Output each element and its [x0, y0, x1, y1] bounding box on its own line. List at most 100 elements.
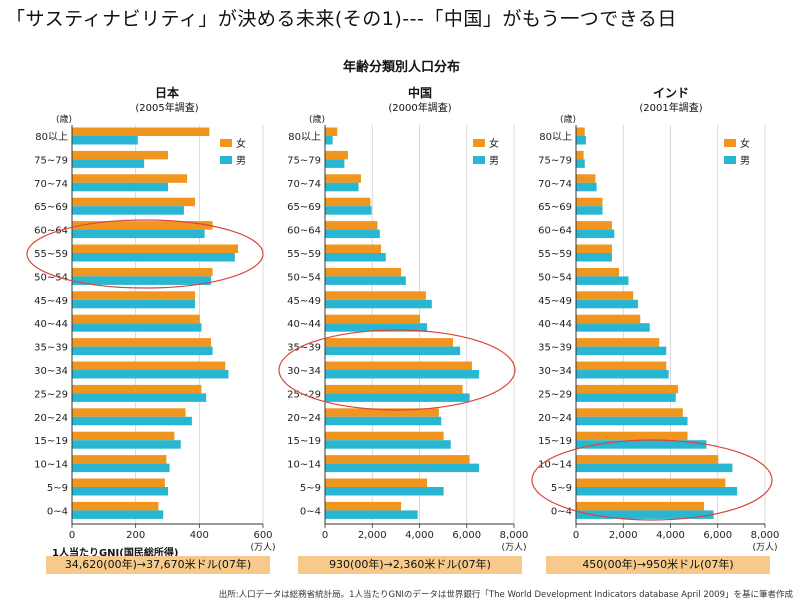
china-bar-male	[325, 206, 372, 215]
japan-bar-female	[72, 478, 165, 487]
china-bar-male	[325, 323, 428, 332]
india-bar-female	[576, 478, 726, 487]
india-category-label: 25~29	[538, 389, 572, 400]
japan-bar-female	[72, 174, 188, 183]
india-tick-label: 6,000	[703, 530, 732, 541]
india-bar-male	[576, 229, 615, 239]
china-bar-female	[325, 150, 348, 160]
india-bar-female	[576, 127, 585, 136]
india-bar-female	[576, 291, 634, 300]
china-subtitle: (2000年調査)	[388, 103, 452, 114]
japan-category-label: 45~49	[34, 296, 68, 307]
india-bar-male	[576, 393, 676, 402]
india-tick-label: 0	[573, 530, 579, 541]
japan-legend-male-swatch	[220, 156, 232, 164]
chart-main-title: 年齢分類別人口分布	[342, 60, 460, 75]
india-bar-female	[576, 197, 603, 207]
india-category-label: 50~54	[538, 272, 572, 283]
india-category-label: 30~34	[538, 366, 572, 377]
india-bar-male	[576, 276, 629, 285]
japan-subtitle: (2005年調査)	[135, 103, 199, 114]
china-category-label: 5~9	[300, 483, 321, 494]
india-bar-male	[576, 323, 650, 332]
china-legend-female-label: 女	[489, 137, 499, 150]
india-tick-label: 4,000	[656, 530, 685, 541]
china-category-label: 70~74	[287, 179, 321, 190]
china-category-label: 55~59	[287, 249, 321, 260]
japan-bar-male	[72, 229, 205, 239]
japan-legend-female-label: 女	[236, 137, 246, 150]
japan-bar-male	[72, 440, 181, 449]
india-bar-male	[576, 182, 597, 192]
china-bar-female	[325, 267, 402, 277]
china-bar-male	[325, 159, 345, 168]
japan-bar-male	[72, 416, 192, 426]
china-bar-female	[325, 338, 454, 347]
china-bar-male	[325, 346, 461, 356]
china-bar-male	[325, 370, 480, 379]
page-headline: 「サスティナビリティ」が決める未来(その1)---「中国」がもう一つできる日	[6, 8, 677, 30]
japan-people-unit: (万人)	[250, 542, 275, 553]
japan-category-label: 65~69	[34, 202, 68, 213]
japan-panel: 日本 (2005年調査)	[0, 84, 255, 564]
japan-bar-female	[72, 221, 213, 230]
china-category-label: 40~44	[287, 319, 321, 330]
india-category-label: 20~24	[538, 413, 572, 424]
japan-title: 日本	[154, 86, 179, 100]
india-bar-male	[576, 159, 585, 168]
india-bar-female	[576, 314, 641, 324]
china-bar-male	[325, 487, 444, 496]
japan-tick-label: 600	[253, 530, 272, 541]
india-bar-female	[576, 408, 683, 417]
china-tick-label: 8,000	[500, 530, 529, 541]
india-bar-male	[576, 463, 733, 473]
india-age-unit: (歳)	[560, 113, 576, 125]
india-bar-female	[576, 431, 688, 441]
china-panel: 中国 (2000年調査)	[0, 84, 451, 564]
japan-category-label: 70~74	[34, 179, 68, 190]
japan-category-label: 80以上	[35, 131, 68, 143]
india-category-label: 60~64	[538, 226, 572, 237]
india-bar-female	[576, 501, 705, 511]
china-age-unit: (歳)	[309, 113, 325, 125]
japan-bar-female	[72, 384, 202, 394]
china-tick-label: 2,000	[358, 530, 387, 541]
india-title: インド	[652, 86, 689, 100]
japan-bar-male	[72, 323, 202, 332]
china-bar-female	[325, 361, 472, 370]
india-category-label: 5~9	[551, 483, 572, 494]
india-category-label: 10~14	[538, 460, 572, 471]
china-bar-male	[325, 299, 432, 309]
japan-bar-male	[72, 510, 164, 519]
india-category-label: 75~79	[538, 155, 572, 166]
japan-bar-female	[72, 127, 210, 136]
japan-tick-label: 200	[126, 530, 145, 541]
china-tick-label: 0	[322, 530, 328, 541]
japan-bar-female	[72, 244, 239, 253]
china-legend-male-label: 男	[489, 155, 499, 167]
china-bar-male	[325, 229, 380, 239]
india-bar-female	[576, 338, 660, 347]
china-bar-male	[325, 510, 418, 519]
india-legend-female-label: 女	[740, 137, 750, 150]
japan-legend-female-swatch	[220, 139, 232, 147]
india-bar-female	[576, 384, 679, 394]
japan-bar-female	[72, 455, 167, 464]
japan-bar-female	[72, 314, 200, 324]
china-bar-male	[325, 136, 333, 145]
japan-bar-male	[72, 463, 170, 473]
china-category-label: 0~4	[300, 506, 321, 517]
china-bar-male	[325, 253, 386, 262]
india-panel: インド (2001年調査)	[0, 84, 702, 564]
india-bar-male	[576, 510, 714, 519]
japan-bar-female	[72, 150, 168, 160]
india-bar-female	[576, 174, 596, 183]
china-bar-male	[325, 182, 359, 192]
india-legend-female-swatch	[724, 139, 736, 147]
china-category-label: 75~79	[287, 155, 321, 166]
japan-bar-male	[72, 487, 168, 496]
china-bar-male	[325, 416, 442, 426]
japan-category-label: 20~24	[34, 413, 68, 424]
india-category-label: 80以上	[539, 131, 572, 143]
